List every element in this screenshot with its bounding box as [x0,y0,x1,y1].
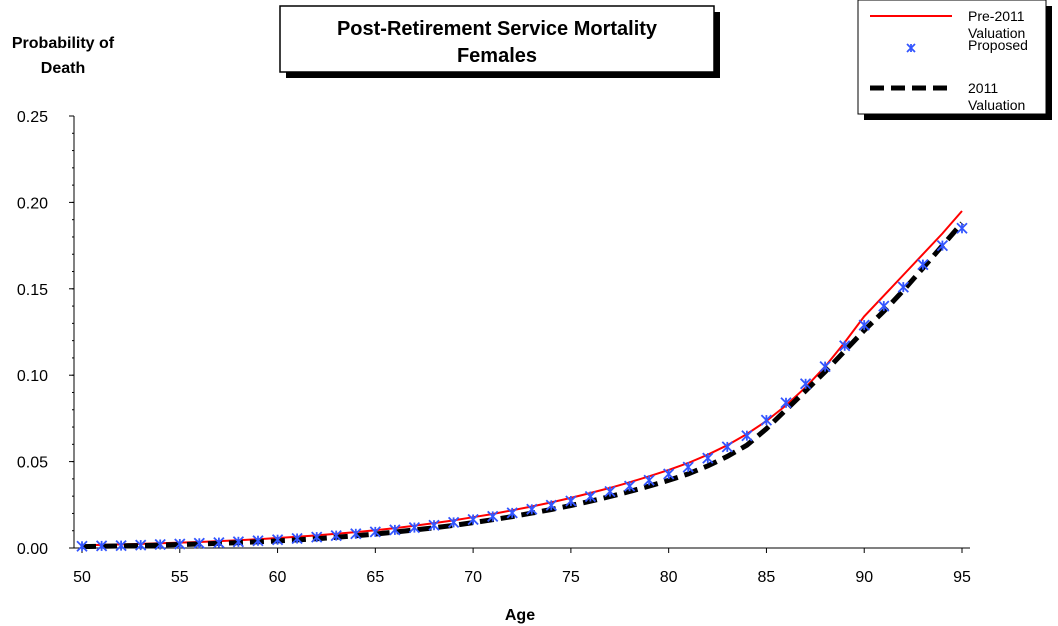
x-tick-label: 65 [366,569,384,586]
series-2011-line [81,221,964,550]
proposed-point [799,378,812,390]
proposed-point [467,513,479,526]
legend-label-2011-line-1: 2011 [968,80,998,96]
proposed-point [232,536,245,548]
proposed-point [428,519,440,531]
series-proposed-markers [76,222,968,552]
proposed-point [702,452,714,464]
proposed-point [643,474,655,486]
proposed-point [447,516,460,529]
x-tick-label: 60 [269,569,287,586]
x-tick-label: 50 [73,569,91,586]
y-axis-title-line-2: Death [41,60,85,77]
proposed-point [213,536,225,549]
proposed-point [623,480,636,492]
x-tick-label: 80 [660,569,678,586]
proposed-point [604,485,616,498]
proposed-point [584,490,597,503]
proposed-point [819,360,831,373]
proposed-point [95,540,108,552]
proposed-point [369,526,381,538]
proposed-point [839,340,851,352]
proposed-point [487,510,499,523]
proposed-point [252,535,264,547]
proposed-point [154,538,166,551]
y-tick-label: 0.25 [17,109,48,126]
x-axis: 50 55 60 65 70 75 80 85 90 95 [73,547,971,586]
legend-label-2011-line-2: Valuation [968,97,1025,113]
legend-label-proposed: Proposed [968,37,1028,53]
proposed-point [897,281,909,293]
proposed-point [135,539,147,551]
proposed-point [506,507,518,519]
proposed-point [311,531,323,543]
proposed-point [721,441,733,453]
y-tick-label: 0.20 [17,195,48,212]
series-pre-2011-line [81,210,963,547]
proposed-point [76,540,88,552]
x-axis-title: Age [505,607,535,624]
proposed-point [663,468,675,480]
proposed-point [917,258,929,271]
proposed-point [193,537,205,549]
proposed-point [741,430,753,442]
proposed-point [936,239,949,252]
x-tick-label: 95 [953,569,971,586]
legend-swatch-proposed [906,43,916,53]
proposed-point [682,461,694,473]
chart-title-line-2: Females [457,45,537,67]
legend-label-pre-2011-line-2: Valuation [968,25,1025,41]
chart-title-line-1: Post-Retirement Service Mortality [337,18,658,40]
x-tick-label: 55 [171,569,189,586]
chart-title-box: Post-Retirement Service Mortality Female… [279,5,720,78]
legend-label-pre-2011-line-1: Pre-2011 [968,8,1025,24]
y-tick-label: 0.05 [17,455,48,472]
y-axis-title-line-1: Probability of [12,35,115,52]
x-tick-label: 90 [855,569,873,586]
x-tick-label: 75 [562,569,580,586]
proposed-point [350,528,362,540]
proposed-point [858,319,870,331]
proposed-point [408,521,421,534]
proposed-point [878,300,890,312]
proposed-point [115,539,127,552]
y-tick-label: 0.00 [17,541,48,558]
proposed-point [389,524,401,536]
proposed-point [760,414,773,426]
legend-item-pre-2011: Pre-2011 Valuation [870,8,1025,41]
proposed-point [956,222,968,234]
legend: Pre-2011 Valuation Proposed 2011 Valuati… [857,0,1052,120]
y-tick-label: 0.10 [17,368,48,385]
x-tick-label: 70 [464,569,482,586]
proposed-point [545,499,557,511]
x-tick-label: 85 [758,569,776,586]
y-axis: 0.00 0.05 0.10 0.15 0.20 0.25 [17,109,75,558]
legend-item-2011: 2011 Valuation [870,80,1025,113]
proposed-point [526,503,538,515]
proposed-point [174,538,186,550]
plot-area [76,210,968,552]
proposed-point [271,534,284,546]
proposed-point [330,529,342,542]
proposed-point [565,495,577,507]
proposed-point [780,397,792,409]
legend-item-proposed: Proposed [906,37,1028,53]
proposed-point [291,532,303,545]
y-tick-label: 0.15 [17,282,48,299]
